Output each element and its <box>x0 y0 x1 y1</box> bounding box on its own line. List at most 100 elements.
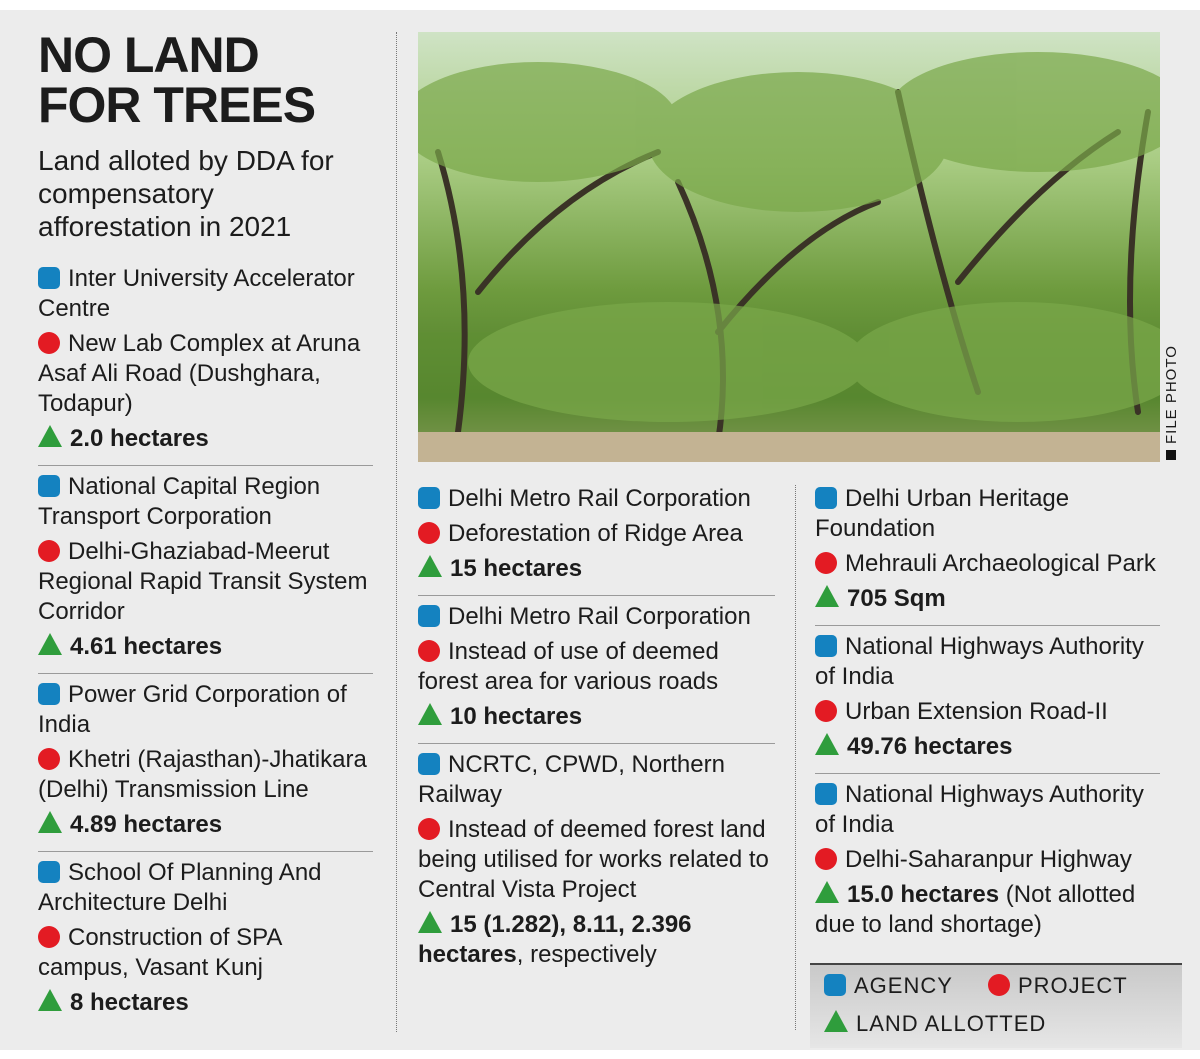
allotment-entry: National Highways Authority of India Urba… <box>815 625 1160 771</box>
project-row: Instead of use of deemed forest area for… <box>418 637 775 697</box>
allotment-entry: Delhi Metro Rail Corporation Instead of u… <box>418 595 775 741</box>
project-name: Mehrauli Archaeological Park <box>845 550 1156 577</box>
square-bullet-icon <box>1166 450 1176 460</box>
land-allotted: 705 Sqm <box>847 585 946 612</box>
project-name: Construction of SPA campus, Vasant Kunj <box>38 924 281 981</box>
agency-row: Delhi Metro Rail Corporation <box>418 602 775 632</box>
legend-land: LAND ALLOTTED <box>824 1010 1046 1037</box>
project-name: Instead of use of deemed forest area for… <box>418 638 719 695</box>
land-triangle-icon <box>815 881 839 903</box>
allotment-entry: Power Grid Corporation of India Khetri (R… <box>38 673 373 849</box>
land-row: 49.76 hectares <box>815 732 1160 762</box>
land-allotted: 8 hectares <box>70 989 189 1016</box>
agency-square-icon <box>38 267 60 289</box>
land-allotted: 15 hectares <box>450 555 583 582</box>
land-row: 8 hectares <box>38 988 373 1018</box>
headline-line-2: FOR TREES <box>38 77 316 133</box>
land-allotted: 15.0 hectares <box>847 881 1000 908</box>
agency-row: Inter University Accelerator Centre <box>38 264 373 324</box>
agency-name: School Of Planning And Architecture Delh… <box>38 859 322 916</box>
land-row: 705 Sqm <box>815 584 1160 614</box>
project-circle-icon <box>38 540 60 562</box>
legend-project-label: PROJECT <box>1018 973 1128 998</box>
project-row: Delhi-Saharanpur Highway <box>815 845 1160 875</box>
land-triangle-icon <box>418 703 442 725</box>
agency-name: Inter University Accelerator Centre <box>38 265 355 322</box>
agency-row: School Of Planning And Architecture Delh… <box>38 858 373 918</box>
agency-name: Power Grid Corporation of India <box>38 681 347 738</box>
agency-square-icon <box>418 753 440 775</box>
land-allotted: 15 (1.282), 8.11, 2.396 hectares <box>418 911 692 968</box>
project-name: Urban Extension Road-II <box>845 698 1108 725</box>
agency-name: Delhi Metro Rail Corporation <box>448 485 751 512</box>
agency-square-icon <box>418 605 440 627</box>
land-triangle-icon <box>815 733 839 755</box>
allotment-entry: Delhi Metro Rail Corporation Deforestatio… <box>418 482 775 593</box>
project-circle-icon <box>38 332 60 354</box>
land-triangle-icon <box>815 585 839 607</box>
land-row: 10 hectares <box>418 702 775 732</box>
allotment-entry: Delhi Urban Heritage Foundation Mehrauli … <box>815 482 1160 623</box>
land-allotted: 10 hectares <box>450 703 583 730</box>
photo-credit-text: FILE PHOTO <box>1163 345 1180 444</box>
agency-row: Delhi Metro Rail Corporation <box>418 484 775 514</box>
legend-agency: AGENCY <box>824 973 953 999</box>
allotment-entry: NCRTC, CPWD, Northern Railway Instead of … <box>418 743 775 979</box>
project-name: New Lab Complex at Aruna Asaf Ali Road (… <box>38 330 361 417</box>
agency-row: Power Grid Corporation of India <box>38 680 373 740</box>
column-divider <box>795 485 796 1030</box>
tree-illustration <box>418 52 1160 462</box>
project-row: Deforestation of Ridge Area <box>418 519 775 549</box>
project-circle-icon <box>38 926 60 948</box>
legend-agency-label: AGENCY <box>854 973 953 998</box>
agency-name: Delhi Urban Heritage Foundation <box>815 485 1070 542</box>
legend: AGENCY PROJECT LAND ALLOTTED <box>810 963 1182 1048</box>
land-allotted: 4.89 hectares <box>70 811 223 838</box>
agency-square-icon <box>815 635 837 657</box>
project-circle-icon <box>418 818 440 840</box>
land-row: 4.89 hectares <box>38 810 373 840</box>
agency-name: NCRTC, CPWD, Northern Railway <box>418 751 725 808</box>
allotment-entry: School Of Planning And Architecture Delh… <box>38 851 373 1027</box>
land-note: (Not allotted due to land shortage) <box>815 881 1136 938</box>
forest-photo <box>418 32 1160 462</box>
land-row: 15.0 hectares (Not allotted due to land … <box>815 880 1160 940</box>
legend-land-label: LAND ALLOTTED <box>856 1011 1047 1036</box>
headline: NO LAND FOR TREES <box>38 27 316 133</box>
agency-square-icon <box>824 974 846 996</box>
project-name: Deforestation of Ridge Area <box>448 520 743 547</box>
agency-row: Delhi Urban Heritage Foundation <box>815 484 1160 544</box>
subtitle: Land alloted by DDA for compensatory aff… <box>38 145 334 242</box>
project-row: Khetri (Rajasthan)-Jhatikara (Delhi) Tra… <box>38 745 373 805</box>
column-divider <box>396 32 397 1032</box>
allotment-entry: National Highways Authority of India Delh… <box>815 773 1160 949</box>
legend-project: PROJECT <box>988 973 1128 999</box>
project-circle-icon <box>38 748 60 770</box>
land-triangle-icon <box>38 425 62 447</box>
headline-line-1: NO LAND <box>38 27 260 83</box>
land-note: , respectively <box>516 941 657 968</box>
agency-row: National Highways Authority of India <box>815 780 1160 840</box>
project-row: Urban Extension Road-II <box>815 697 1160 727</box>
agency-name: National Highways Authority of India <box>815 781 1144 838</box>
project-row: Delhi-Ghaziabad-Meerut Regional Rapid Tr… <box>38 537 373 627</box>
allotment-entry: Inter University Accelerator Centre New L… <box>38 262 373 463</box>
project-name: Delhi-Ghaziabad-Meerut Regional Rapid Tr… <box>38 538 368 625</box>
agency-square-icon <box>418 487 440 509</box>
project-circle-icon <box>815 700 837 722</box>
land-triangle-icon <box>824 1010 848 1032</box>
agency-name: Delhi Metro Rail Corporation <box>448 603 751 630</box>
project-name: Khetri (Rajasthan)-Jhatikara (Delhi) Tra… <box>38 746 367 803</box>
project-row: Construction of SPA campus, Vasant Kunj <box>38 923 373 983</box>
land-triangle-icon <box>38 989 62 1011</box>
project-row: New Lab Complex at Aruna Asaf Ali Road (… <box>38 329 373 419</box>
agency-square-icon <box>38 683 60 705</box>
agency-name: National Capital Region Transport Corpor… <box>38 473 321 530</box>
land-row: 4.61 hectares <box>38 632 373 662</box>
project-name: Delhi-Saharanpur Highway <box>845 846 1132 873</box>
project-circle-icon <box>815 848 837 870</box>
agency-row: National Capital Region Transport Corpor… <box>38 472 373 532</box>
project-circle-icon <box>418 522 440 544</box>
project-circle-icon <box>988 974 1010 996</box>
project-circle-icon <box>418 640 440 662</box>
